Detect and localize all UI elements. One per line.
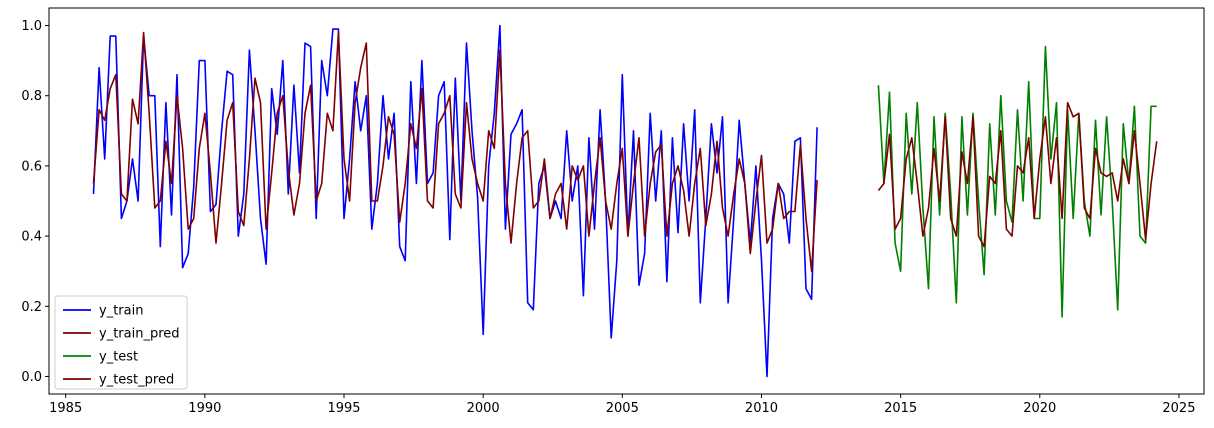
y-tick-label: 1.0 (21, 19, 42, 34)
series-line-y-train-pred (92, 31, 818, 273)
legend: y_train y_train_pred y_test y_test_pred (54, 295, 188, 390)
y-tick-label: 0.0 (21, 370, 42, 385)
legend-box (54, 295, 188, 390)
x-tick-label: 1995 (327, 401, 360, 416)
x-tick-label: 2010 (745, 401, 778, 416)
x-tick-label: 1990 (188, 401, 221, 416)
series-line-y-test-pred (877, 101, 1158, 248)
y-tick-label: 0.4 (21, 230, 42, 245)
y-axis: 0.0 0.2 0.4 0.6 0.8 1.0 (21, 19, 49, 385)
series-layer (92, 24, 1158, 378)
x-tick-label: 1985 (49, 401, 82, 416)
series-line-y-train (92, 24, 818, 378)
plot-frame (48, 7, 1205, 395)
x-tick-label: 2005 (606, 401, 639, 416)
y-tick-label: 0.6 (21, 159, 42, 174)
x-tick-label: 2000 (467, 401, 500, 416)
y-tick-label: 0.8 (21, 89, 42, 104)
legend-label: y_train (99, 304, 143, 319)
x-tick-label: 2020 (1023, 401, 1056, 416)
legend-label: y_test (99, 350, 138, 365)
x-tick-label: 2015 (884, 401, 917, 416)
x-axis: 1985 1990 1995 2000 2005 2010 2015 2020 2025 (49, 394, 1195, 416)
y-tick-label: 0.2 (21, 300, 42, 315)
series-line-y-test (877, 45, 1157, 318)
legend-label: y_test_pred (99, 373, 174, 388)
legend-label: y_train_pred (99, 327, 180, 342)
x-tick-label: 2025 (1162, 401, 1195, 416)
